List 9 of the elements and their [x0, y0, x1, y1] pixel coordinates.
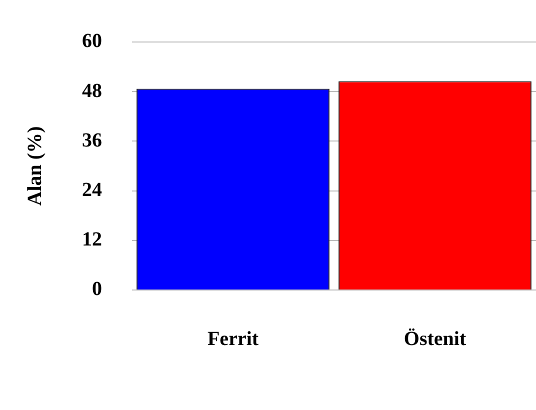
- y-axis-title: Alan (%): [24, 126, 46, 206]
- y-tick-label: 36: [82, 129, 102, 152]
- y-tick-label: 0: [92, 278, 102, 300]
- x-tick-label: Östenit: [404, 328, 466, 350]
- x-tick-label: Ferrit: [207, 328, 259, 350]
- y-tick-label: 24: [82, 178, 102, 201]
- y-tick-label: 12: [82, 228, 102, 251]
- y-tick-label: 48: [82, 80, 102, 102]
- y-tick-label: 60: [82, 30, 102, 52]
